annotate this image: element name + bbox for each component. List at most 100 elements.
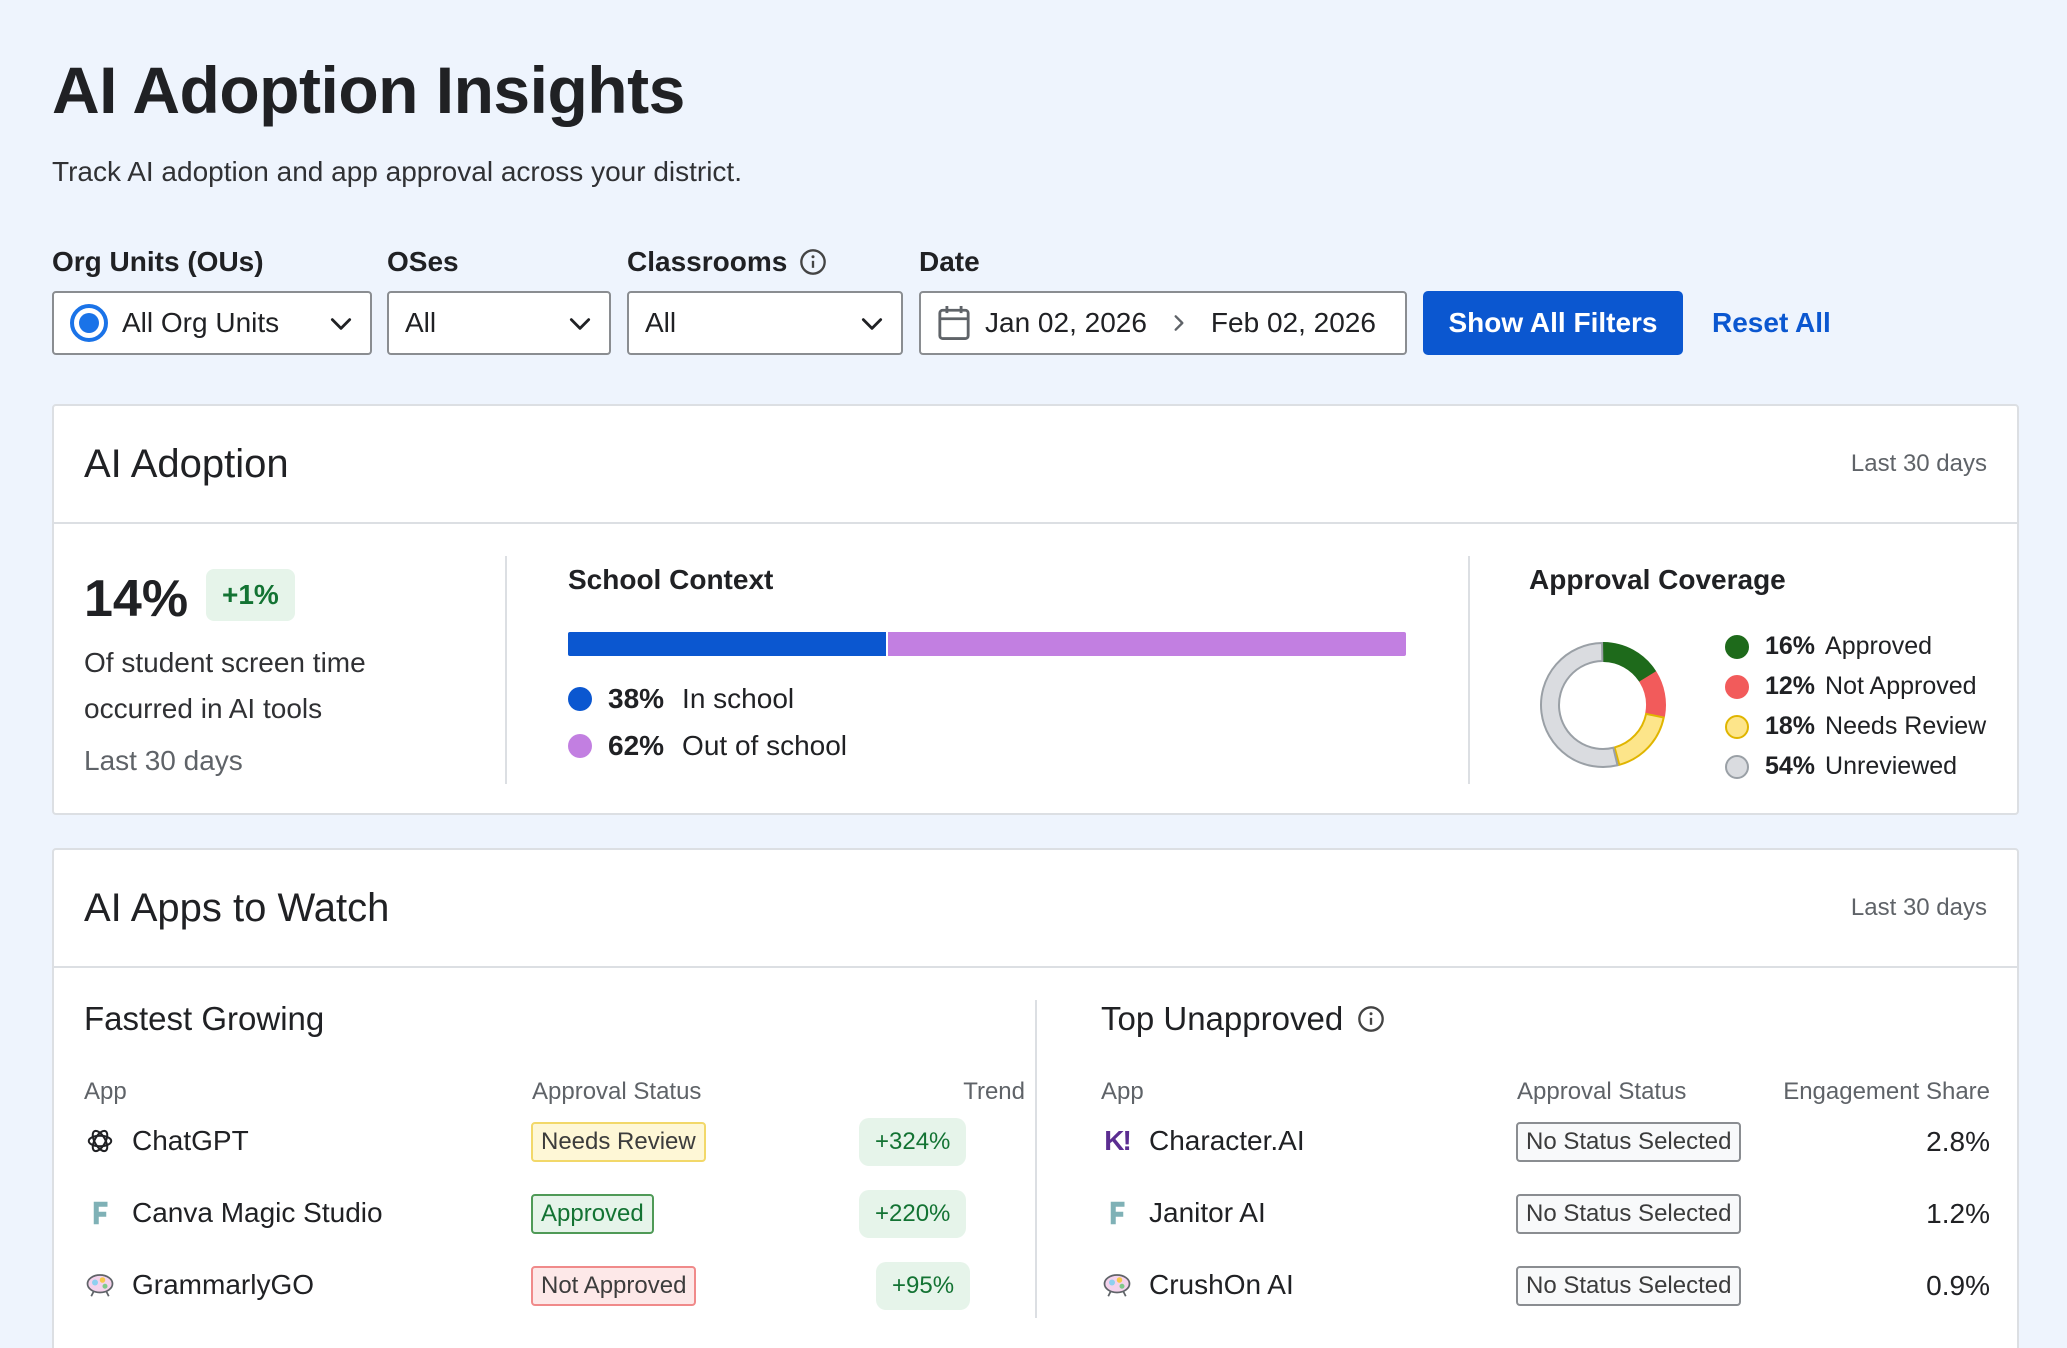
show-all-filters-button[interactable]: Show All Filters	[1423, 291, 1683, 355]
school-context-title: School Context	[568, 564, 774, 595]
table-row-app[interactable]: ChatGPT	[84, 1125, 249, 1157]
legend-label: In school	[682, 683, 795, 714]
app-name: Character.AI	[1149, 1125, 1305, 1156]
app-name: ChatGPT	[132, 1125, 249, 1156]
status-badge: No Status Selected	[1516, 1122, 1742, 1162]
engagement-share: 2.8%	[1926, 1126, 1990, 1157]
legend-percent: 54%	[1765, 752, 1816, 780]
engagement-share: 1.2%	[1926, 1198, 1990, 1229]
legend-out-of-school: 62% Out of school	[568, 730, 847, 762]
letter-f-icon	[84, 1197, 116, 1229]
info-icon[interactable]	[1357, 1005, 1385, 1033]
divider	[1468, 556, 1470, 784]
table-row-app[interactable]: GrammarlyGO	[84, 1269, 314, 1301]
coverage-approved: 16% Approved	[1725, 632, 1932, 661]
adoption-percentage: 14%	[84, 570, 189, 628]
org-units-value: All Org Units	[122, 307, 280, 338]
status-badge: Not Approved	[531, 1266, 697, 1306]
table-row-app[interactable]: K! Character.AI	[1101, 1125, 1305, 1157]
coverage-needs-review: 18% Needs Review	[1725, 712, 1986, 741]
ai-adoption-card: AI Adoption Last 30 days 14% +1% Of stud…	[52, 404, 2019, 815]
status-badge: No Status Selected	[1516, 1266, 1742, 1306]
trend-badge: +324%	[859, 1118, 967, 1166]
school-context-bar	[568, 632, 1406, 656]
column-header-trend: Trend	[963, 1078, 1025, 1105]
classrooms-value: All	[645, 307, 677, 338]
approval-coverage-title: Approval Coverage	[1529, 564, 1786, 595]
classrooms-select[interactable]: All	[627, 291, 903, 355]
column-header-share: Engagement Share	[1783, 1078, 1990, 1105]
card-title: AI Apps to Watch	[84, 886, 390, 930]
legend-percent: 18%	[1765, 712, 1816, 740]
table-row-app[interactable]: CrushOn AI	[1101, 1269, 1294, 1301]
fastest-growing-title: Fastest Growing	[84, 1000, 325, 1037]
brain-icon	[1101, 1269, 1133, 1301]
calendar-icon	[938, 306, 970, 340]
org-unit-radio-icon	[70, 304, 108, 342]
legend-percent: 16%	[1765, 632, 1816, 660]
legend-percent: 12%	[1765, 672, 1816, 700]
donut-slice-not-approved	[1639, 671, 1666, 717]
approval-donut-chart	[1540, 641, 1666, 768]
legend-dot	[568, 687, 592, 711]
legend-dot	[1725, 754, 1749, 779]
card-period: Last 30 days	[1850, 450, 1987, 477]
chevron-right-icon	[1174, 315, 1184, 331]
date-label: Date	[919, 246, 980, 277]
card-period: Last 30 days	[1850, 894, 1987, 921]
legend-dot	[1725, 634, 1749, 659]
column-header-status: Approval Status	[1517, 1078, 1687, 1105]
legend-dot	[1725, 714, 1749, 739]
legend-label: Needs Review	[1825, 712, 1987, 740]
engagement-share: 0.9%	[1926, 1270, 1990, 1301]
card-title: AI Adoption	[84, 442, 289, 486]
status-badge: Approved	[531, 1194, 654, 1234]
date-start[interactable]: Jan 02, 2026	[985, 307, 1147, 338]
donut-slice-unreviewed	[1540, 641, 1619, 768]
column-header-status: Approval Status	[532, 1078, 702, 1105]
card-header: AI Apps to Watch Last 30 days	[54, 850, 2017, 968]
out-of-school-segment	[886, 632, 1406, 656]
coverage-unreviewed: 54% Unreviewed	[1725, 752, 1957, 781]
trend-badge: +95%	[876, 1262, 971, 1310]
app-name: Janitor AI	[1149, 1197, 1266, 1228]
legend-label: Approved	[1825, 632, 1933, 660]
trend-badge: +220%	[859, 1190, 967, 1238]
chevron-down-icon	[569, 318, 591, 330]
in-school-segment	[568, 632, 887, 656]
legend-dot	[1725, 674, 1749, 699]
legend-dot	[568, 734, 592, 758]
org-units-select[interactable]: All Org Units	[52, 291, 372, 355]
status-badge: Needs Review	[531, 1122, 706, 1162]
top-unapproved-title: Top Unapproved	[1101, 1000, 1385, 1038]
oses-label: OSes	[387, 246, 459, 277]
app-name: GrammarlyGO	[132, 1269, 314, 1300]
legend-label: Not Approved	[1825, 672, 1977, 700]
page-title: AI Adoption Insights	[52, 53, 685, 127]
column-header-app: App	[84, 1078, 127, 1105]
brain-icon	[84, 1269, 116, 1301]
legend-percent: 38%	[608, 683, 665, 714]
chatgpt-icon	[84, 1125, 116, 1157]
legend-label: Unreviewed	[1825, 752, 1958, 780]
table-row-app[interactable]: Canva Magic Studio	[84, 1197, 383, 1229]
legend-in-school: 38% In school	[568, 683, 794, 715]
status-badge: No Status Selected	[1516, 1194, 1742, 1234]
date-end[interactable]: Feb 02, 2026	[1210, 307, 1376, 338]
letter-f-icon	[1101, 1197, 1133, 1229]
page-subtitle: Track AI adoption and app approval acros…	[52, 156, 742, 187]
legend-label: Out of school	[682, 730, 848, 761]
oses-select[interactable]: All	[387, 291, 611, 355]
oses-value: All	[405, 307, 437, 338]
chevron-down-icon	[330, 318, 352, 330]
donut-slice-approved	[1602, 641, 1657, 683]
reset-all-link[interactable]: Reset All	[1712, 307, 1831, 338]
column-header-app: App	[1101, 1078, 1144, 1105]
info-icon[interactable]	[799, 248, 827, 276]
app-name: CrushOn AI	[1149, 1269, 1294, 1300]
date-range-picker[interactable]: Jan 02, 2026 Feb 02, 2026	[919, 291, 1407, 355]
divider	[1035, 1000, 1037, 1318]
table-row-app[interactable]: Janitor AI	[1101, 1197, 1266, 1229]
card-header: AI Adoption Last 30 days	[54, 406, 2017, 524]
classrooms-label: Classrooms	[627, 246, 827, 278]
